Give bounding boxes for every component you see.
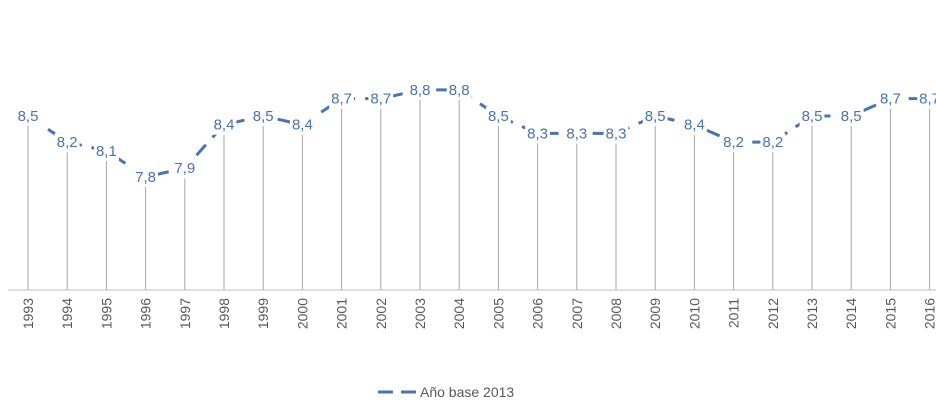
data-label-1997: 7,9 xyxy=(174,160,195,177)
data-label-background xyxy=(211,115,237,135)
data-label-2014: 8,5 xyxy=(841,108,862,125)
data-label-background xyxy=(485,107,511,126)
data-label-background xyxy=(250,107,276,126)
data-label-background xyxy=(877,89,903,109)
data-label-2009: 8,5 xyxy=(645,108,666,125)
x-tick-1996: 1996 xyxy=(138,298,154,329)
legend-label: Año base 2013 xyxy=(420,384,514,400)
data-label-1995: 8,1 xyxy=(96,143,117,160)
data-label-background xyxy=(172,159,198,179)
x-tick-2007: 2007 xyxy=(569,298,585,329)
data-label-background xyxy=(93,141,119,161)
data-label-background xyxy=(54,133,80,153)
data-label-background xyxy=(838,107,864,126)
data-label-background xyxy=(642,107,668,126)
data-label-2002: 8,7 xyxy=(370,91,391,108)
x-tick-2005: 2005 xyxy=(490,298,506,329)
x-tick-2012: 2012 xyxy=(765,298,781,329)
x-tick-2008: 2008 xyxy=(608,298,624,329)
data-label-2013: 8,5 xyxy=(802,108,823,125)
data-label-1996: 7,8 xyxy=(135,169,156,186)
data-label-1993: 8,5 xyxy=(18,108,39,125)
x-tick-2003: 2003 xyxy=(412,298,428,329)
data-label-background xyxy=(329,89,355,109)
data-label-2016: 8,7 xyxy=(919,91,936,108)
x-tick-2016: 2016 xyxy=(922,298,936,329)
data-label-2005: 8,5 xyxy=(488,108,509,125)
data-label-2003: 8,8 xyxy=(410,82,431,99)
data-label-1999: 8,5 xyxy=(253,108,274,125)
data-label-background xyxy=(133,167,159,187)
data-label-background xyxy=(407,80,433,100)
x-tick-2009: 2009 xyxy=(647,298,663,329)
x-tick-2002: 2002 xyxy=(373,298,389,329)
x-tick-1997: 1997 xyxy=(177,298,193,329)
series-line-ano-base-2013 xyxy=(27,88,930,179)
x-tick-2004: 2004 xyxy=(451,298,467,329)
data-label-background xyxy=(446,80,472,100)
x-tick-2013: 2013 xyxy=(804,298,820,329)
data-label-2006: 8,3 xyxy=(527,125,548,142)
data-label-2008: 8,3 xyxy=(606,125,627,142)
drop-lines xyxy=(27,99,931,290)
data-label-2007: 8,3 xyxy=(566,125,587,142)
data-label-2001: 8,7 xyxy=(331,91,352,108)
data-label-background xyxy=(760,133,786,153)
data-label-background xyxy=(721,133,747,153)
data-label-background xyxy=(799,107,825,126)
data-labels: 8,5 8,2 8,1 7,8 7,9 8,4 8,5 8,4 8,7 8,7 8,8 8,8 8,5 8… xyxy=(15,80,936,187)
data-label-background xyxy=(564,124,590,144)
x-tick-1993: 1993 xyxy=(20,298,36,329)
x-tick-2000: 2000 xyxy=(294,298,310,329)
data-label-background xyxy=(681,115,707,135)
x-tick-2011: 2011 xyxy=(726,298,742,328)
data-label-background xyxy=(525,124,551,144)
x-tick-2001: 2001 xyxy=(334,298,350,329)
data-label-2011: 8,2 xyxy=(723,134,744,151)
data-label-2000: 8,4 xyxy=(292,117,313,134)
x-tick-1995: 1995 xyxy=(98,298,114,329)
x-tick-1998: 1998 xyxy=(216,298,232,329)
data-label-background xyxy=(603,124,629,144)
data-label-2010: 8,4 xyxy=(684,117,705,134)
data-label-background xyxy=(15,107,41,126)
data-label-2015: 8,7 xyxy=(880,91,901,108)
x-tick-2014: 2014 xyxy=(843,298,859,329)
data-label-1994: 8,2 xyxy=(57,134,78,151)
x-tick-1999: 1999 xyxy=(255,298,271,329)
x-tick-labels: 1993 1994 1995 1996 1997 1998 1999 2000 2001 2002… xyxy=(20,298,936,329)
data-label-background xyxy=(917,89,936,109)
data-label-2004: 8,8 xyxy=(449,82,470,99)
x-tick-2010: 2010 xyxy=(686,298,702,329)
data-label-1998: 8,4 xyxy=(214,117,235,134)
data-label-2012: 8,2 xyxy=(762,134,783,151)
x-tick-2015: 2015 xyxy=(882,298,898,329)
data-label-background xyxy=(289,115,315,135)
x-tick-2006: 2006 xyxy=(530,298,546,329)
legend: Año base 2013 xyxy=(378,384,514,400)
data-label-background xyxy=(368,89,394,109)
x-tick-1994: 1994 xyxy=(59,298,75,329)
